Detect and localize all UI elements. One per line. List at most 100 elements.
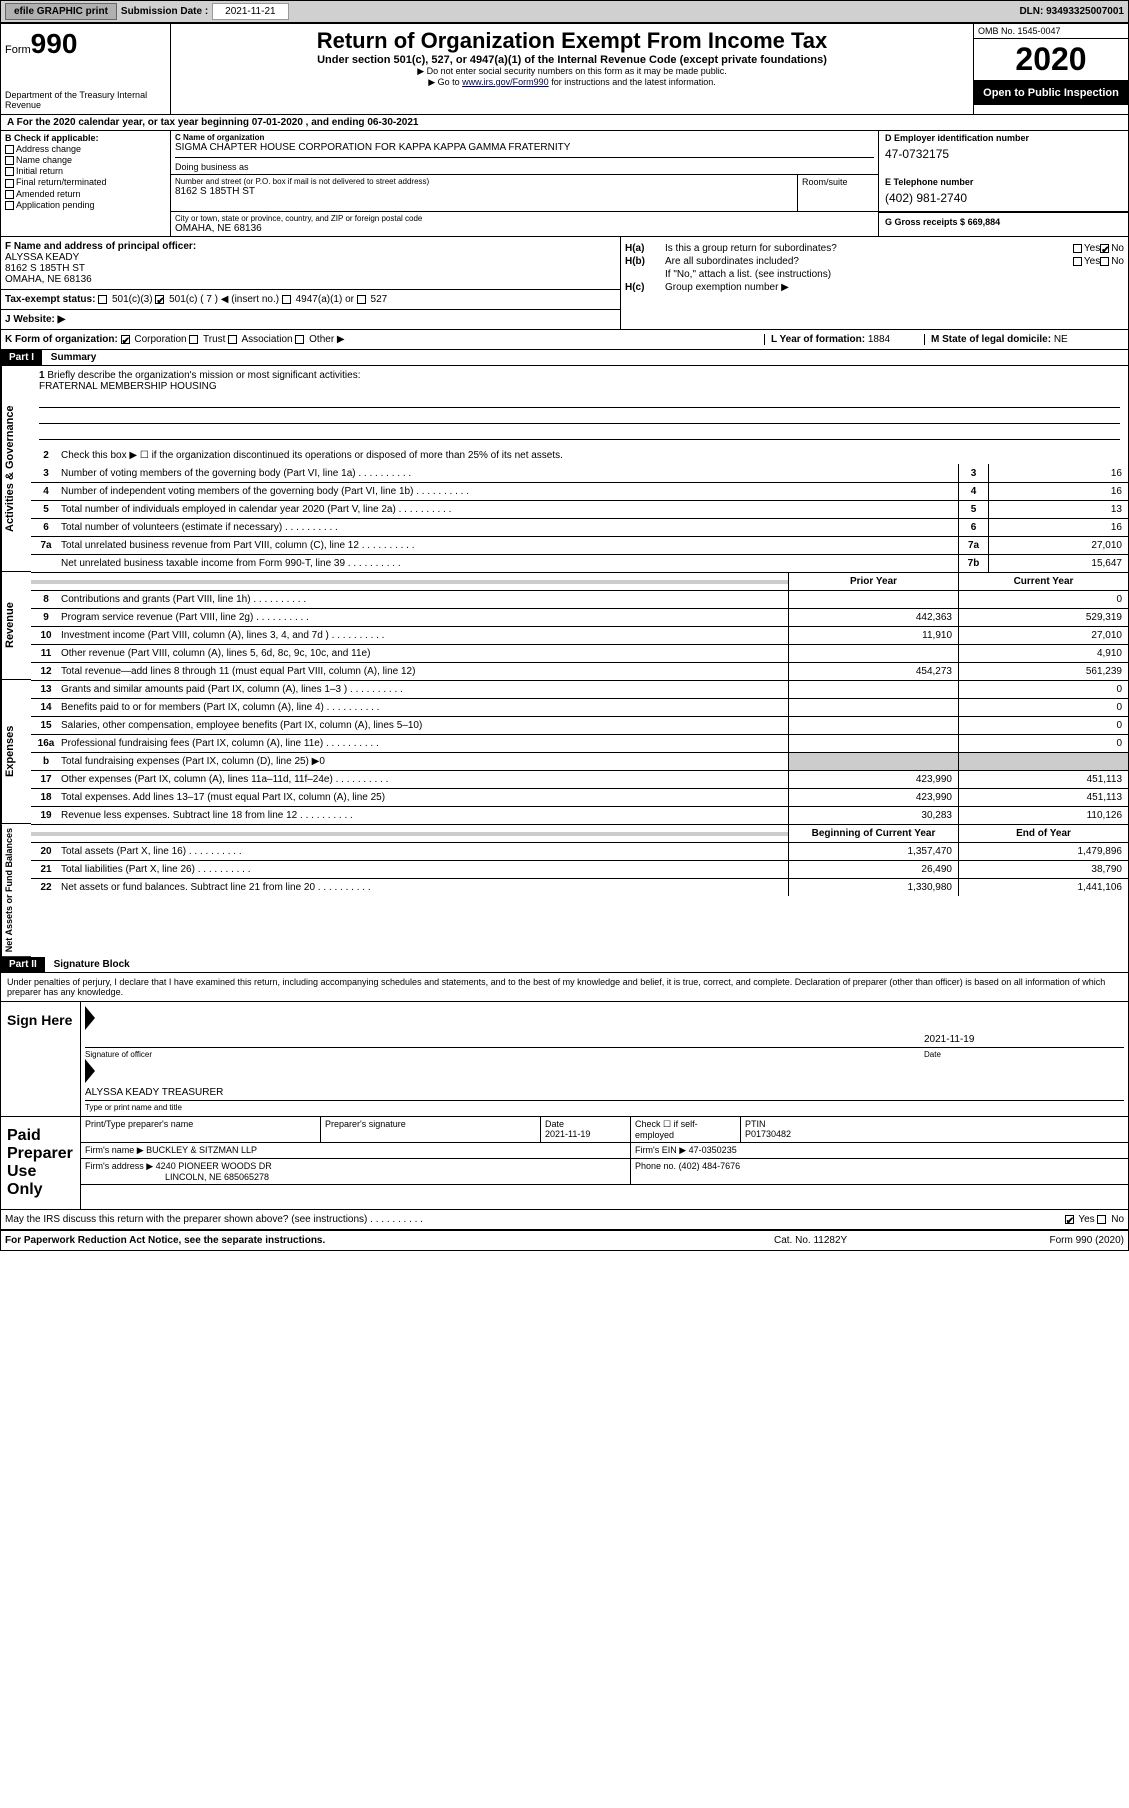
line18-prior: 423,990 [788,789,958,806]
line20-prior: 1,357,470 [788,843,958,860]
checkbox-501c3[interactable] [98,295,107,304]
city-state-zip: OMAHA, NE 68136 [175,223,874,234]
checkbox-final-return[interactable] [5,179,14,188]
submission-date: 2021-11-21 [212,3,288,20]
checkbox-4947[interactable] [282,295,291,304]
part2-header: Part II [1,957,45,972]
line19-curr: 110,126 [958,807,1128,824]
checkbox-discuss-yes[interactable]: ✔ [1065,1215,1074,1224]
line22-curr: 1,441,106 [958,879,1128,896]
line17-prior: 423,990 [788,771,958,788]
checkbox-hb-yes[interactable] [1073,257,1082,266]
arrow-icon [85,1006,95,1030]
cat-no: Cat. No. 11282Y [774,1235,974,1246]
street-address: 8162 S 185TH ST [175,186,793,197]
website: J Website: ▶ [1,310,620,329]
line14-curr: 0 [958,699,1128,716]
line21-curr: 38,790 [958,861,1128,878]
dln: DLN: 93493325007001 [1019,6,1124,17]
expenses-label: Expenses [1,680,31,824]
paperwork-notice: For Paperwork Reduction Act Notice, see … [5,1235,774,1246]
form-title: Return of Organization Exempt From Incom… [175,28,969,54]
checkbox-527[interactable] [357,295,366,304]
line8-prior [788,591,958,608]
line12-curr: 561,239 [958,663,1128,680]
line13-prior [788,681,958,698]
checkbox-501c[interactable]: ✔ [155,295,164,304]
perjury-statement: Under penalties of perjury, I declare th… [1,973,1128,1002]
checkbox-discuss-no[interactable] [1097,1215,1106,1224]
irs-link[interactable]: www.irs.gov/Form990 [462,77,549,87]
checkbox-ha-no[interactable]: ✔ [1100,244,1109,253]
checkbox-other[interactable] [295,335,304,344]
line21-prior: 26,490 [788,861,958,878]
line7b-val: 15,647 [988,555,1128,572]
line6-val: 16 [988,519,1128,536]
line11-curr: 4,910 [958,645,1128,662]
line7a-val: 27,010 [988,537,1128,554]
row-a: A For the 2020 calendar year, or tax yea… [1,115,1128,131]
submission-label: Submission Date : [121,6,208,17]
line19-prior: 30,283 [788,807,958,824]
line17-curr: 451,113 [958,771,1128,788]
form-of-organization: K Form of organization: ✔ Corporation Tr… [5,334,764,345]
discuss-question: May the IRS discuss this return with the… [5,1214,1065,1225]
signer-name: ALYSSA KEADY TREASURER [85,1087,223,1098]
topbar: efile GRAPHIC print Submission Date : 20… [0,0,1129,23]
gross-receipts: G Gross receipts $ 669,884 [878,212,1128,236]
checkbox-address-change[interactable] [5,145,14,154]
header-right: OMB No. 1545-0047 2020 Open to Public In… [973,24,1128,114]
firm-name: BUCKLEY & SITZMAN LLP [146,1145,257,1155]
checkbox-name-change[interactable] [5,156,14,165]
line14-prior [788,699,958,716]
preparer-phone: (402) 484-7676 [679,1161,741,1171]
header-left: Form990 Department of the Treasury Inter… [1,24,171,114]
line16a-curr: 0 [958,735,1128,752]
line11-prior [788,645,958,662]
officer-name: ALYSSA KEADY [5,252,616,263]
org-name: SIGMA CHAPTER HOUSE CORPORATION FOR KAPP… [175,142,874,153]
checkbox-association[interactable] [228,335,237,344]
ein: 47-0732175 [885,143,1122,165]
checkbox-application-pending[interactable] [5,201,14,210]
line22-prior: 1,330,980 [788,879,958,896]
efile-button[interactable]: efile GRAPHIC print [5,3,117,20]
checkbox-ha-yes[interactable] [1073,244,1082,253]
revenue-label: Revenue [1,572,31,680]
checkbox-initial-return[interactable] [5,167,14,176]
line12-prior: 454,273 [788,663,958,680]
preparer-date: 2021-11-19 [545,1129,590,1139]
line15-curr: 0 [958,717,1128,734]
line9-curr: 529,319 [958,609,1128,626]
ptin: P01730482 [745,1129,791,1139]
paid-preparer-label: Paid Preparer Use Only [1,1117,81,1209]
checkbox-corporation[interactable]: ✔ [121,335,130,344]
firm-address: 4240 PIONEER WOODS DR [156,1161,272,1171]
header-center: Return of Organization Exempt From Incom… [171,24,973,114]
line4-val: 16 [988,483,1128,500]
line20-curr: 1,479,896 [958,843,1128,860]
line16a-prior [788,735,958,752]
line15-prior [788,717,958,734]
form-version: Form 990 (2020) [974,1235,1124,1246]
checkbox-amended-return[interactable] [5,190,14,199]
line9-prior: 442,363 [788,609,958,626]
line8-curr: 0 [958,591,1128,608]
line3-val: 16 [988,464,1128,482]
year-formation: 1884 [868,334,890,345]
checkbox-trust[interactable] [189,335,198,344]
line13-curr: 0 [958,681,1128,698]
sign-date: 2021-11-19 [924,1034,1124,1045]
line18-curr: 451,113 [958,789,1128,806]
arrow-icon [85,1059,95,1083]
line10-curr: 27,010 [958,627,1128,644]
line5-val: 13 [988,501,1128,518]
col-b-checkboxes: B Check if applicable: Address change Na… [1,131,171,236]
netassets-label: Net Assets or Fund Balances [1,824,31,957]
part1-header: Part I [1,350,42,365]
phone: (402) 981-2740 [885,187,1122,209]
checkbox-hb-no[interactable] [1100,257,1109,266]
governance-label: Activities & Governance [1,366,31,572]
form-main: Form990 Department of the Treasury Inter… [0,23,1129,1251]
mission: FRATERNAL MEMBERSHIP HOUSING [39,381,217,392]
